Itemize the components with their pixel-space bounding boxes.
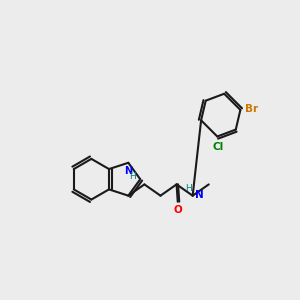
Text: N: N bbox=[124, 166, 132, 176]
Text: Br: Br bbox=[245, 104, 259, 114]
Text: O: O bbox=[173, 205, 182, 214]
Text: N: N bbox=[194, 190, 203, 200]
Text: H: H bbox=[185, 184, 191, 193]
Text: Cl: Cl bbox=[213, 142, 224, 152]
Text: H: H bbox=[129, 172, 136, 181]
